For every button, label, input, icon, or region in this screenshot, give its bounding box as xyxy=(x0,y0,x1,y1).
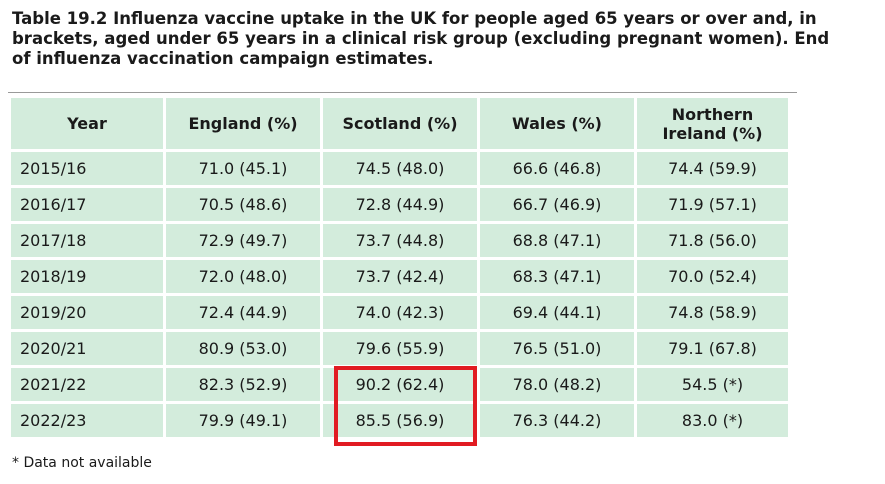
cell-year: 2015/16 xyxy=(11,152,163,185)
cell-scotland: 72.8 (44.9) xyxy=(323,188,477,221)
top-rule xyxy=(8,92,797,93)
cell-northern-ireland: 79.1 (67.8) xyxy=(637,332,788,365)
highlight-box-scotland-recent xyxy=(334,366,477,446)
cell-northern-ireland: 54.5 (*) xyxy=(637,368,788,401)
cell-scotland: 74.5 (48.0) xyxy=(323,152,477,185)
table-row: 2022/23 79.9 (49.1) 85.5 (56.9) 76.3 (44… xyxy=(11,404,788,437)
cell-scotland: 73.7 (44.8) xyxy=(323,224,477,257)
table-row: 2017/18 72.9 (49.7) 73.7 (44.8) 68.8 (47… xyxy=(11,224,788,257)
cell-wales: 68.3 (47.1) xyxy=(480,260,634,293)
cell-northern-ireland: 71.8 (56.0) xyxy=(637,224,788,257)
header-row: Year England (%) Scotland (%) Wales (%) … xyxy=(11,98,788,149)
cell-scotland: 85.5 (56.9) xyxy=(323,404,477,437)
table-row: 2015/16 71.0 (45.1) 74.5 (48.0) 66.6 (46… xyxy=(11,152,788,185)
cell-year: 2018/19 xyxy=(11,260,163,293)
header-england: England (%) xyxy=(166,98,320,149)
cell-scotland: 79.6 (55.9) xyxy=(323,332,477,365)
cell-wales: 78.0 (48.2) xyxy=(480,368,634,401)
cell-northern-ireland: 83.0 (*) xyxy=(637,404,788,437)
header-ni-line1: Northern xyxy=(671,104,754,124)
cell-wales: 76.5 (51.0) xyxy=(480,332,634,365)
table-row: 2020/21 80.9 (53.0) 79.6 (55.9) 76.5 (51… xyxy=(11,332,788,365)
cell-england: 70.5 (48.6) xyxy=(166,188,320,221)
footnote: * Data not available xyxy=(12,455,152,471)
cell-england: 71.0 (45.1) xyxy=(166,152,320,185)
cell-england: 82.3 (52.9) xyxy=(166,368,320,401)
cell-scotland: 90.2 (62.4) xyxy=(323,368,477,401)
cell-northern-ireland: 74.4 (59.9) xyxy=(637,152,788,185)
table-row: 2019/20 72.4 (44.9) 74.0 (42.3) 69.4 (44… xyxy=(11,296,788,329)
cell-england: 80.9 (53.0) xyxy=(166,332,320,365)
cell-northern-ireland: 71.9 (57.1) xyxy=(637,188,788,221)
cell-year: 2021/22 xyxy=(11,368,163,401)
cell-year: 2022/23 xyxy=(11,404,163,437)
header-wales: Wales (%) xyxy=(480,98,634,149)
cell-wales: 66.6 (46.8) xyxy=(480,152,634,185)
header-northern-ireland: Northern Ireland (%) xyxy=(637,98,788,149)
header-scotland: Scotland (%) xyxy=(323,98,477,149)
cell-england: 79.9 (49.1) xyxy=(166,404,320,437)
cell-wales: 76.3 (44.2) xyxy=(480,404,634,437)
cell-scotland: 73.7 (42.4) xyxy=(323,260,477,293)
cell-northern-ireland: 74.8 (58.9) xyxy=(637,296,788,329)
cell-year: 2017/18 xyxy=(11,224,163,257)
cell-year: 2019/20 xyxy=(11,296,163,329)
cell-northern-ireland: 70.0 (52.4) xyxy=(637,260,788,293)
cell-wales: 69.4 (44.1) xyxy=(480,296,634,329)
table-row: 2021/22 82.3 (52.9) 90.2 (62.4) 78.0 (48… xyxy=(11,368,788,401)
cell-year: 2020/21 xyxy=(11,332,163,365)
table-row: 2018/19 72.0 (48.0) 73.7 (42.4) 68.3 (47… xyxy=(11,260,788,293)
table-row: 2016/17 70.5 (48.6) 72.8 (44.9) 66.7 (46… xyxy=(11,188,788,221)
table-caption: Table 19.2 Influenza vaccine uptake in t… xyxy=(12,9,830,68)
cell-england: 72.9 (49.7) xyxy=(166,224,320,257)
cell-scotland: 74.0 (42.3) xyxy=(323,296,477,329)
header-year: Year xyxy=(11,98,163,149)
cell-wales: 68.8 (47.1) xyxy=(480,224,634,257)
cell-england: 72.4 (44.9) xyxy=(166,296,320,329)
vaccine-uptake-table: Year England (%) Scotland (%) Wales (%) … xyxy=(8,95,791,440)
cell-england: 72.0 (48.0) xyxy=(166,260,320,293)
header-ni-line2: Ireland (%) xyxy=(662,123,763,143)
cell-year: 2016/17 xyxy=(11,188,163,221)
cell-wales: 66.7 (46.9) xyxy=(480,188,634,221)
